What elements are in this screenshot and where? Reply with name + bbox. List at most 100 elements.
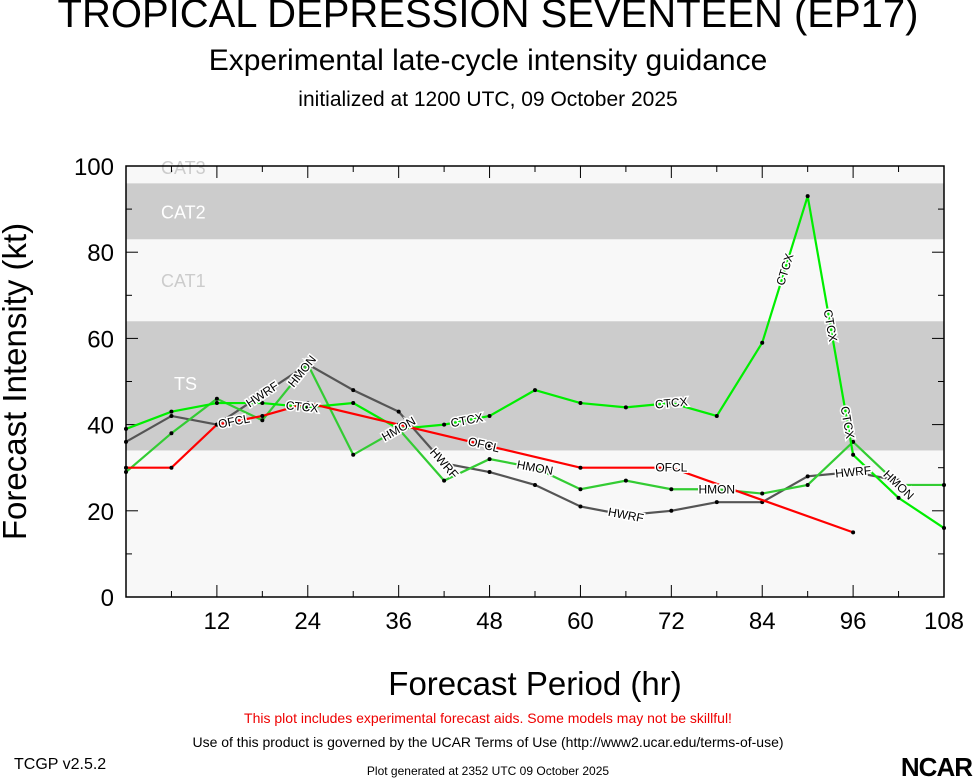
band-cat3 bbox=[126, 166, 944, 184]
data-point-hwrf bbox=[714, 500, 719, 505]
band-ts bbox=[126, 321, 944, 451]
y-tick-label: 80 bbox=[87, 240, 114, 267]
data-point-hmon bbox=[942, 482, 946, 487]
x-tick-label: 108 bbox=[924, 608, 964, 635]
init-time: initialized at 1200 UTC, 09 October 2025 bbox=[298, 88, 678, 111]
series-line-hwrf bbox=[125, 362, 899, 517]
data-point-hmon bbox=[214, 396, 219, 401]
data-point-hmon bbox=[623, 478, 628, 483]
y-tick-label: 100 bbox=[74, 154, 114, 181]
data-point-hmon bbox=[669, 487, 674, 492]
data-point-hwrf bbox=[896, 478, 901, 483]
data-point-ofcl bbox=[851, 530, 856, 535]
data-point-ctcx bbox=[714, 413, 719, 418]
data-point-ctcx bbox=[169, 409, 174, 414]
data-point-ctcx bbox=[442, 422, 447, 427]
data-point-ctcx bbox=[351, 401, 356, 406]
data-point-ofcl bbox=[124, 465, 128, 470]
x-tick-label: 60 bbox=[567, 608, 594, 635]
data-point-ofcl bbox=[260, 413, 265, 418]
data-point-ctcx bbox=[896, 495, 901, 500]
data-point-hmon bbox=[714, 487, 719, 492]
series-label-ctcx: CTCX bbox=[838, 405, 857, 440]
data-point-ctcx bbox=[623, 405, 628, 410]
data-point-ctcx bbox=[214, 401, 219, 406]
series-label-hmon: HMON bbox=[516, 457, 555, 478]
data-point-hwrf bbox=[533, 482, 537, 487]
data-point-hwrf bbox=[396, 409, 401, 414]
y-tick-label: 20 bbox=[87, 499, 114, 526]
terms-text: Use of this product is governed by the U… bbox=[192, 734, 784, 750]
warning-text: This plot includes experimental forecast… bbox=[244, 710, 732, 726]
x-tick-label: 84 bbox=[749, 608, 776, 635]
data-point-ctcx bbox=[851, 452, 856, 457]
data-point-hmon bbox=[442, 478, 447, 483]
data-point-hwrf bbox=[124, 439, 128, 444]
data-point-hmon bbox=[124, 470, 128, 475]
data-point-ofcl bbox=[214, 422, 219, 427]
data-point-hmon bbox=[169, 431, 174, 436]
data-point-hwrf bbox=[805, 474, 810, 479]
data-point-ctcx bbox=[396, 426, 401, 431]
data-point-hwrf bbox=[669, 508, 674, 513]
x-tick-label: 72 bbox=[658, 608, 685, 635]
data-point-hwrf bbox=[351, 388, 356, 393]
x-axis-label: Forecast Period (hr) bbox=[388, 665, 681, 702]
data-point-hmon bbox=[578, 487, 583, 492]
data-point-hwrf bbox=[169, 413, 174, 418]
band-label-cat2: CAT2 bbox=[161, 202, 206, 222]
y-tick-label: 60 bbox=[87, 326, 114, 353]
x-tick-label: 48 bbox=[476, 608, 503, 635]
data-point-ctcx bbox=[305, 405, 310, 410]
data-point-hwrf bbox=[442, 461, 447, 466]
data-point-hwrf bbox=[623, 513, 628, 518]
series-label-ctcx: CTCX bbox=[285, 398, 319, 415]
x-tick-label: 96 bbox=[840, 608, 867, 635]
data-point-hmon bbox=[896, 482, 901, 487]
data-point-ofcl bbox=[487, 444, 492, 449]
data-point-ctcx bbox=[760, 340, 765, 345]
data-point-ctcx bbox=[669, 401, 674, 406]
generated-text: Plot generated at 2352 UTC 09 October 20… bbox=[366, 764, 610, 778]
data-point-ofcl bbox=[169, 465, 174, 470]
y-tick-label: 40 bbox=[87, 413, 114, 440]
y-tick-label: 0 bbox=[101, 585, 114, 612]
chart-subtitle: Experimental late-cycle intensity guidan… bbox=[208, 44, 768, 77]
band-label-cat3: CAT3 bbox=[161, 158, 206, 178]
data-point-hmon bbox=[805, 482, 810, 487]
data-point-hwrf bbox=[851, 470, 856, 475]
x-tick-label: 24 bbox=[294, 608, 321, 635]
series-label-ofcl: OFCL bbox=[655, 461, 687, 475]
data-point-ctcx bbox=[805, 194, 810, 199]
chart-title: TROPICAL DEPRESSION SEVENTEEN (EP17) bbox=[57, 0, 919, 36]
data-point-ofcl bbox=[396, 422, 401, 427]
x-tick-label: 36 bbox=[385, 608, 412, 635]
data-point-hmon bbox=[260, 418, 265, 423]
series-label-hwrf: HWRF bbox=[835, 463, 872, 480]
data-point-hwrf bbox=[578, 504, 583, 509]
band-label-cat1: CAT1 bbox=[161, 271, 206, 291]
data-point-ctcx bbox=[124, 426, 128, 431]
x-tick-label: 12 bbox=[204, 608, 231, 635]
data-point-ctcx bbox=[533, 388, 537, 393]
data-point-hmon bbox=[351, 452, 356, 457]
series-label-ctcx: CTCX bbox=[654, 395, 688, 412]
series-label-hmon: HMON bbox=[698, 482, 735, 496]
data-point-ofcl bbox=[578, 465, 583, 470]
data-point-hmon bbox=[760, 491, 765, 496]
data-point-ctcx bbox=[260, 401, 265, 406]
band-label-ts: TS bbox=[174, 374, 197, 394]
data-point-ofcl bbox=[305, 401, 310, 406]
data-point-ofcl bbox=[669, 465, 674, 470]
ncar-logo: NCAR bbox=[900, 752, 973, 782]
band-cat2 bbox=[126, 183, 944, 240]
data-point-hmon bbox=[487, 457, 492, 462]
data-point-hmon bbox=[533, 465, 537, 470]
data-point-ctcx bbox=[578, 401, 583, 406]
data-point-hmon bbox=[305, 362, 310, 367]
data-point-ctcx bbox=[487, 413, 492, 418]
data-point-hwrf bbox=[260, 392, 265, 397]
y-axis-label: Forecast Intensity (kt) bbox=[0, 223, 33, 540]
band-cat1 bbox=[126, 239, 944, 322]
